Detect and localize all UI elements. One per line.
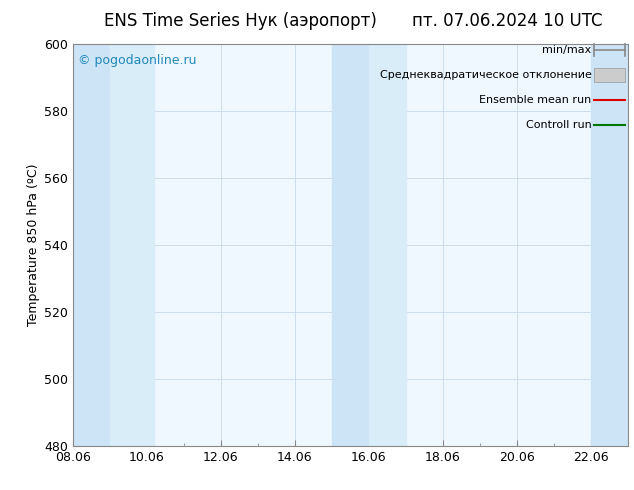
- Bar: [369, 44, 406, 446]
- Bar: [332, 44, 369, 446]
- Text: Controll run: Controll run: [526, 120, 592, 130]
- Text: min/max: min/max: [542, 45, 592, 55]
- Text: ENS Time Series Нук (аэропорт): ENS Time Series Нук (аэропорт): [105, 12, 377, 30]
- Bar: [73, 44, 110, 446]
- Y-axis label: Temperature 850 hPa (ºC): Temperature 850 hPa (ºC): [27, 164, 40, 326]
- Text: © pogodaonline.ru: © pogodaonline.ru: [79, 54, 197, 67]
- Text: пт. 07.06.2024 10 UTC: пт. 07.06.2024 10 UTC: [412, 12, 602, 30]
- Bar: [591, 44, 628, 446]
- Bar: [110, 44, 154, 446]
- Text: Ensemble mean run: Ensemble mean run: [479, 95, 592, 105]
- FancyBboxPatch shape: [594, 68, 625, 82]
- Text: Среднеквадратическое отклонение: Среднеквадратическое отклонение: [380, 70, 592, 80]
